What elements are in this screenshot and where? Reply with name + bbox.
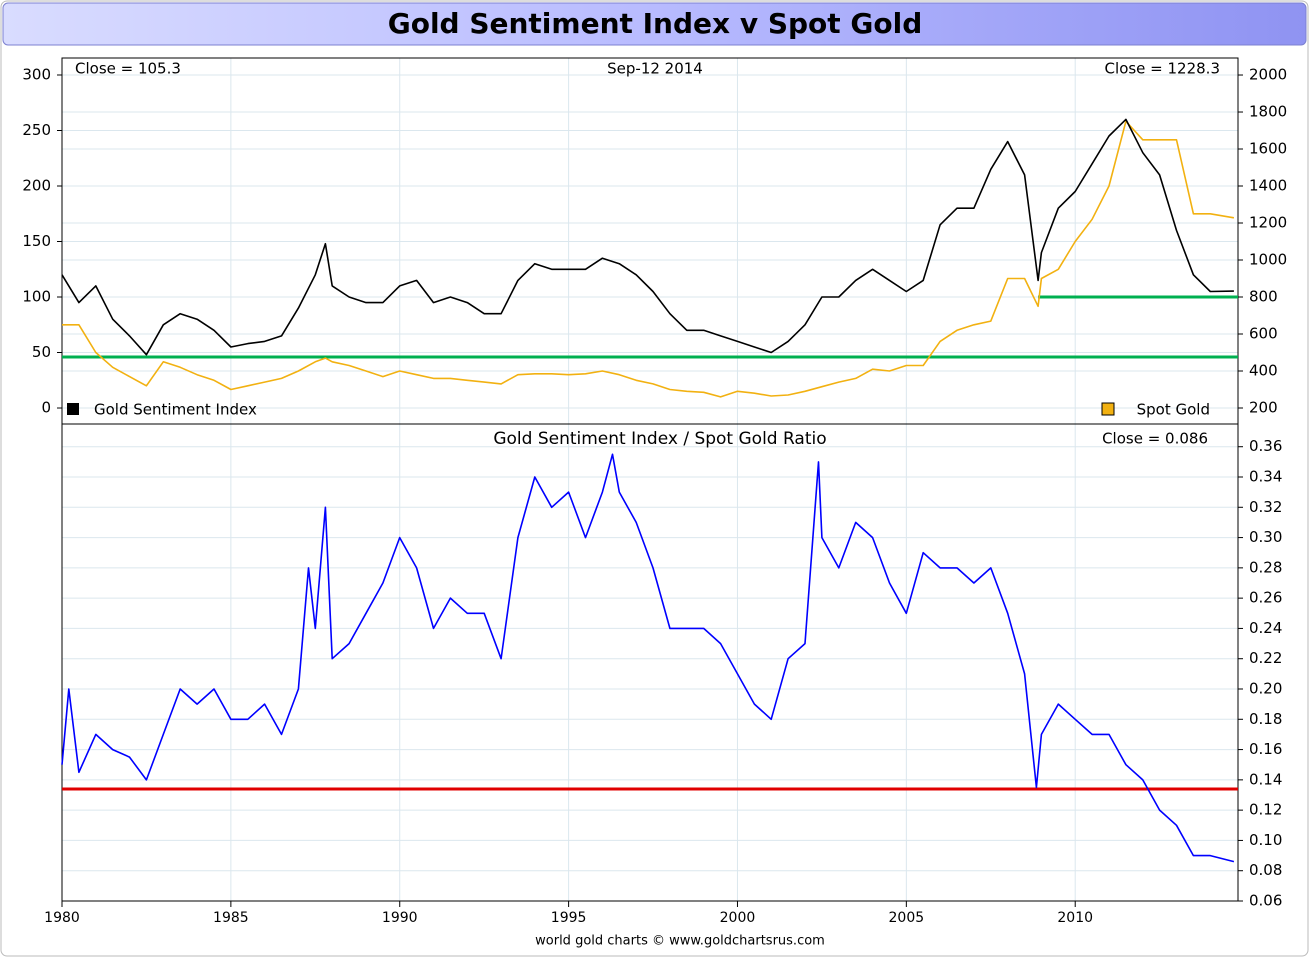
y-tick-label: 1200 [1249, 214, 1287, 232]
x-tick-label: 2000 [720, 910, 756, 926]
y-tick-label: 0.18 [1249, 710, 1282, 728]
y-tick-label: 200 [1249, 398, 1278, 416]
y-tick-label: 300 [22, 65, 51, 83]
y-tick-label: 1000 [1249, 251, 1287, 269]
y-tick-label: 0.32 [1249, 498, 1282, 516]
chart-title: Gold Sentiment Index v Spot Gold [388, 7, 923, 40]
series-line [61, 118, 1234, 356]
legend-label: Spot Gold [1137, 401, 1210, 419]
y-tick-label: 0.24 [1249, 619, 1282, 637]
title-bar [2, 2, 1307, 46]
y-tick-label: 400 [1249, 362, 1278, 380]
y-tick-label: 800 [1249, 288, 1278, 306]
panel-title: Gold Sentiment Index / Spot Gold Ratio [493, 429, 826, 449]
y-tick-label: 0.36 [1249, 437, 1282, 455]
close-annotation: Close = 0.086 [1102, 430, 1208, 448]
legend-label: Gold Sentiment Index [94, 401, 257, 419]
close-annotation: Close = 105.3 [75, 60, 181, 78]
y-tick-label: 0.22 [1249, 649, 1282, 667]
y-tick-label: 1600 [1249, 140, 1287, 158]
y-tick-label: 150 [22, 232, 51, 250]
y-tick-label: 0.12 [1249, 801, 1282, 819]
y-tick-label: 0.06 [1249, 892, 1282, 910]
y-tick-label: 0.34 [1249, 468, 1282, 486]
y-tick-label: 200 [22, 176, 51, 194]
y-tick-label: 0.10 [1249, 831, 1282, 849]
plots [61, 58, 1238, 902]
y-tick-label: 0.30 [1249, 528, 1282, 546]
y-tick-label: 0.26 [1249, 589, 1282, 607]
x-tick-label: 1990 [382, 910, 418, 926]
y-tick-label: 0.16 [1249, 740, 1282, 758]
y-tick-label: 0.08 [1249, 861, 1282, 879]
y-tick-label: 0.20 [1249, 680, 1282, 698]
y-tick-label: 250 [22, 121, 51, 139]
x-tick-label: 2005 [889, 910, 925, 926]
series-line [62, 120, 1235, 398]
footer: world gold charts © www.goldchartsrus.co… [535, 934, 825, 949]
y-tick-label: 50 [32, 343, 51, 361]
legend-swatch [67, 403, 79, 415]
x-tick-label: 2010 [1057, 910, 1093, 926]
x-tick-label: 1985 [213, 910, 249, 926]
close-annotation: Close = 1228.3 [1105, 60, 1220, 78]
y-tick-label: 1400 [1249, 177, 1287, 195]
y-tick-label: 0.28 [1249, 558, 1282, 576]
x-tick-label: 1980 [44, 910, 80, 926]
y-tick-label: 1800 [1249, 103, 1287, 121]
y-tick-label: 2000 [1249, 66, 1287, 84]
legend-swatch [1101, 402, 1115, 416]
bottom-panel-frame [61, 423, 1239, 902]
series-line [61, 453, 1235, 863]
x-tick-label: 1995 [551, 910, 587, 926]
y-tick-label: 600 [1249, 325, 1278, 343]
y-tick-label: 0.14 [1249, 770, 1282, 788]
date-annotation: Sep-12 2014 [607, 60, 703, 78]
y-tick-label: 100 [22, 288, 51, 306]
y-tick-label: 0 [41, 399, 51, 417]
